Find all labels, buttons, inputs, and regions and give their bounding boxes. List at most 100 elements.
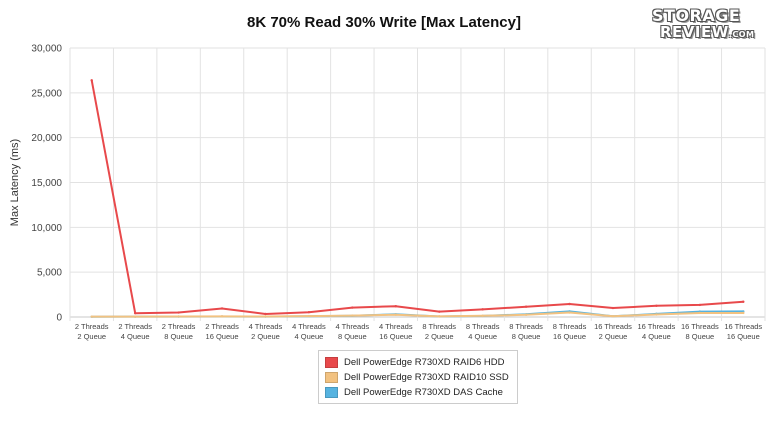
x-tick-label-line: 8 Threads [422,322,456,331]
x-tick-label-line: 8 Threads [509,322,543,331]
x-tick-label: 4 Threads 2 Queue [249,322,283,341]
y-tick-label: 10,000 [31,223,62,234]
x-tick-label-line: 16 Queue [206,332,239,341]
data-point [307,310,311,314]
data-point [90,79,93,82]
x-tick-label: 2 Threads 4 Queue [118,322,152,341]
x-tick-label-line: 16 Threads [638,322,676,331]
x-tick-label-line: 2 Threads [118,322,152,331]
x-tick-label-line: 2 Threads [162,322,196,331]
y-tick-label: 20,000 [31,133,62,144]
x-tick-label-line: 16 Queue [379,332,412,341]
x-tick-label-line: 8 Queue [685,332,714,341]
data-point [742,311,745,315]
chart-title: 8K 70% Read 30% Write [Max Latency] [247,14,521,31]
data-point [568,311,571,314]
legend-swatch [325,357,338,368]
x-tick-label-line: 2 Queue [425,332,454,341]
x-tick-label: 2 Threads 16 Queue [205,322,239,341]
legend-label: Dell PowerEdge R730XD RAID6 HDD [344,357,505,368]
x-tick-label-line: 4 Threads [379,322,413,331]
x-tick-label-line: 2 Threads [75,322,109,331]
y-tick-label: 0 [56,313,62,324]
y-tick-label: 15,000 [31,178,62,189]
logo-suffix: .COM [728,30,755,39]
x-tick-label-line: 8 Queue [338,332,367,341]
x-tick-label-line: 4 Threads [249,322,283,331]
data-point [524,305,528,308]
x-tick-label-line: 8 Threads [466,322,500,331]
x-tick-label: 4 Threads 16 Queue [379,322,413,341]
x-tick-label: 16 Threads 8 Queue [681,322,719,341]
data-point [133,312,137,315]
logo-line-2: REVIEW.COM [660,23,754,41]
x-tick-label-line: 4 Threads [292,322,326,331]
data-point [611,306,615,310]
x-tick-label-line: 4 Queue [468,332,497,341]
x-tick-label: 8 Threads 8 Queue [509,322,543,341]
data-point [220,315,224,318]
legend-swatch [325,372,338,383]
x-tick-label-line: 2 Queue [77,332,106,341]
data-point [307,314,311,318]
data-point [351,306,354,309]
x-tick-label-line: 16 Queue [727,332,760,341]
data-point [177,315,180,318]
y-tick-label: 30,000 [31,44,62,55]
legend-item[interactable]: Dell PowerEdge R730XD DAS Cache [325,385,509,400]
x-tick-label-line: 4 Queue [121,332,150,341]
data-point [481,314,484,318]
x-tick-label: 8 Threads 16 Queue [553,322,587,341]
logo-word: REVIEW [660,23,729,41]
y-tick-label: 25,000 [31,88,62,99]
data-point [698,311,702,315]
storagereview-logo: STORAGE REVIEW.COM [620,6,754,46]
chart-legend: Dell PowerEdge R730XD RAID6 HDD Dell Powe… [318,350,518,404]
data-point [394,305,397,308]
data-point [611,314,615,318]
logo-line-1: STORAGE [652,6,741,25]
data-point [351,314,354,317]
x-tick-label: 8 Threads 2 Queue [422,322,456,341]
data-point [177,311,180,314]
x-tick-label-line: 2 Queue [599,332,628,341]
x-tick-label-line: 2 Queue [251,332,280,341]
data-point [264,315,267,318]
data-point [394,313,397,316]
x-tick-label: 16 Threads 16 Queue [724,322,762,341]
data-point [220,307,224,310]
x-tick-label: 4 Threads 8 Queue [336,322,370,341]
legend-label: Dell PowerEdge R730XD DAS Cache [344,387,503,398]
x-tick-label-line: 4 Threads [336,322,370,331]
x-tick-label-line: 16 Threads [681,322,719,331]
data-point [133,315,137,318]
x-tick-label-line: 16 Threads [594,322,632,331]
data-point [655,304,658,307]
data-point [568,302,571,306]
data-point [481,308,484,311]
data-point [655,313,658,316]
data-point [264,312,267,316]
x-tick-label-line: 2 Threads [205,322,239,331]
legend-label: Dell PowerEdge R730XD RAID10 SSD [344,372,509,383]
x-tick-label: 2 Threads 8 Queue [162,322,196,341]
data-point [438,310,441,313]
legend-swatch [325,387,338,398]
x-tick-label-line: 16 Queue [553,332,586,341]
x-tick-label-line: 16 Threads [724,322,762,331]
series-line [90,79,745,315]
series-line [90,311,745,318]
data-point [90,315,93,318]
x-tick-label: 8 Threads 4 Queue [466,322,500,341]
x-tick-label: 16 Threads 2 Queue [594,322,632,341]
x-tick-label-line: 4 Queue [642,332,671,341]
data-point [698,303,702,307]
y-tick-label: 5,000 [37,268,62,279]
legend-item[interactable]: Dell PowerEdge R730XD RAID10 SSD [325,370,509,385]
data-point [742,300,745,303]
x-tick-label: 16 Threads 4 Queue [638,322,676,341]
data-point [524,313,528,316]
x-tick-label-line: 8 Queue [512,332,541,341]
legend-item[interactable]: Dell PowerEdge R730XD RAID6 HDD [325,355,509,370]
